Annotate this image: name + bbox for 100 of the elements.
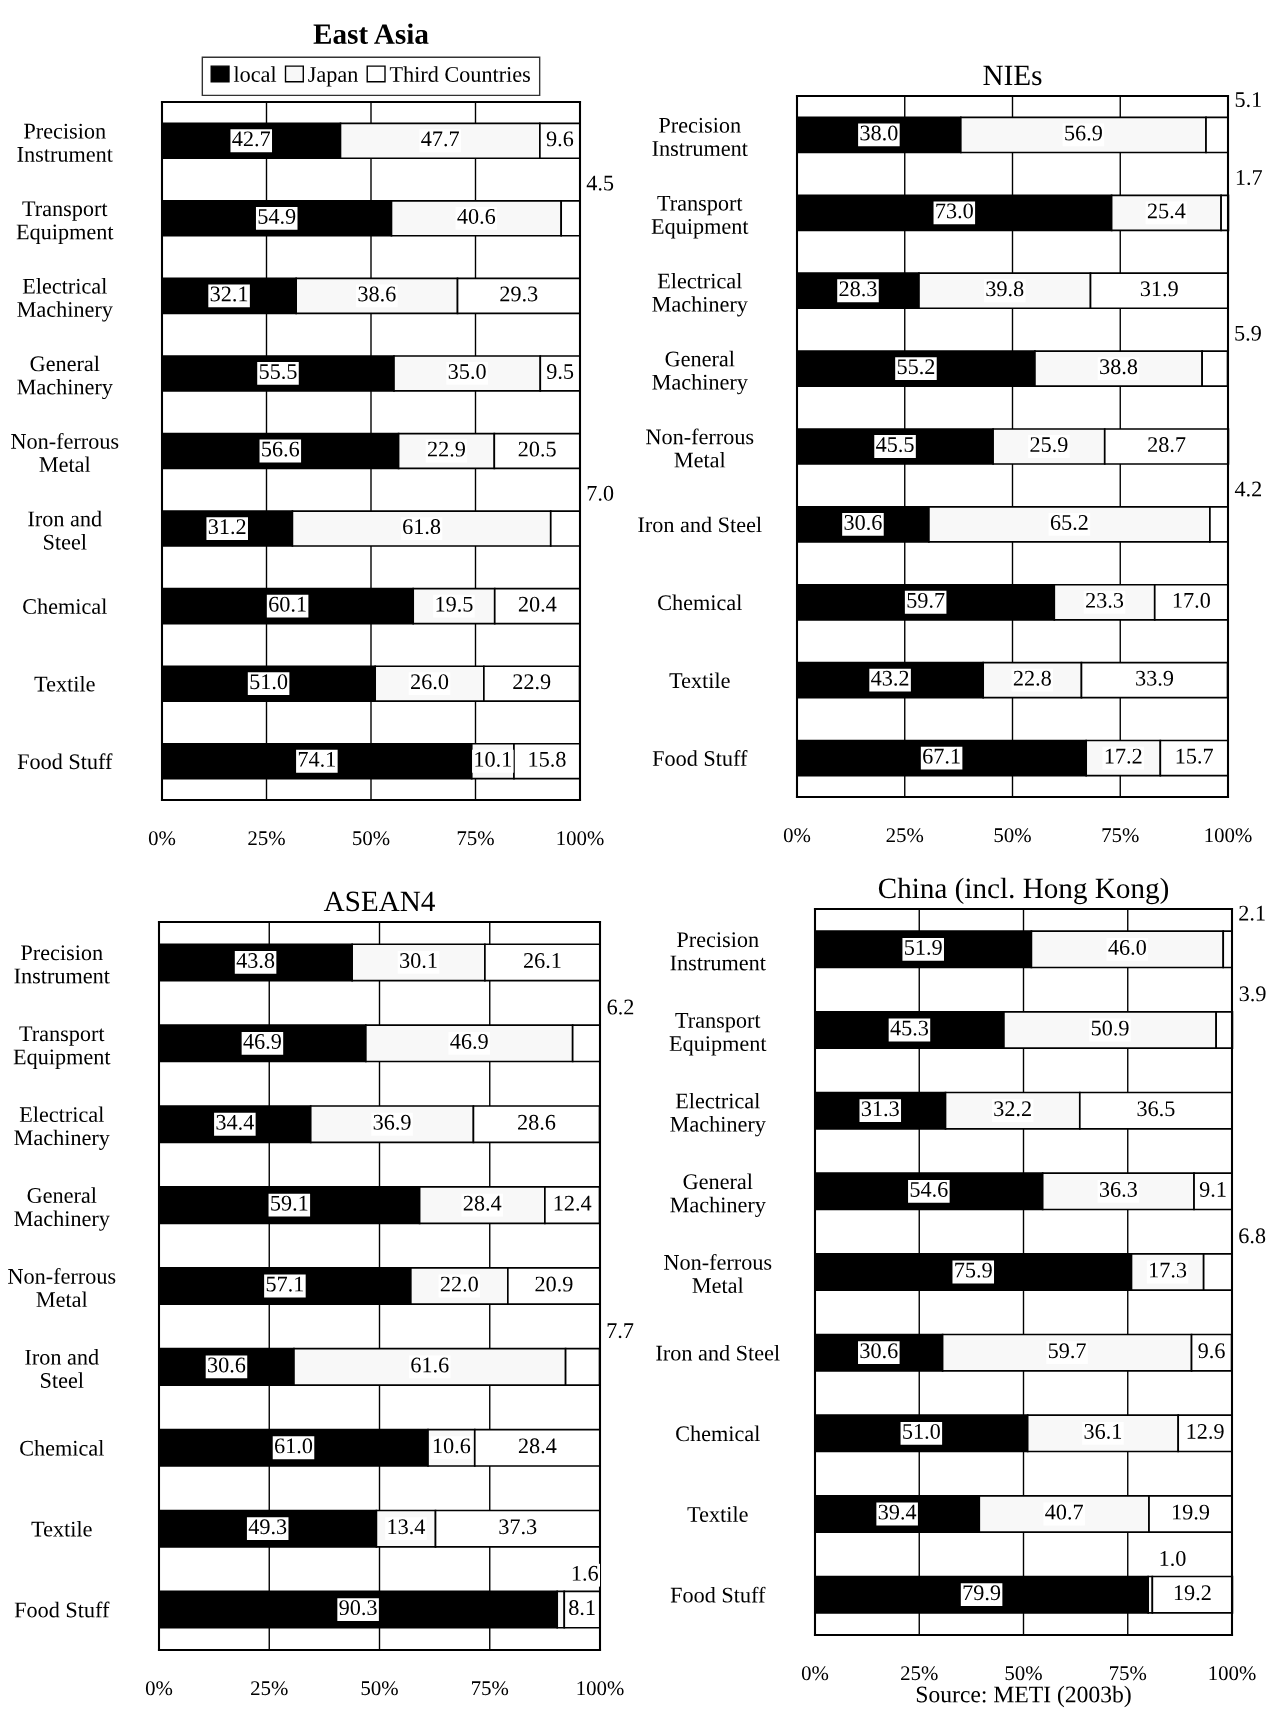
data-label: 36.9 [373,1114,411,1130]
data-label: 59.7 [907,592,945,608]
chart-title: East Asia [313,23,429,44]
chart-title: ASEAN4 [323,891,435,912]
data-label: 46.9 [450,1033,488,1049]
data-label: 30.6 [860,1343,898,1359]
y-tick-label: Iron and Steel [638,516,762,533]
x-tick-label: 50% [1005,1666,1042,1681]
data-label: 45.5 [876,437,914,453]
y-tick-label: Transport Equipment [13,1026,111,1069]
x-tick-label: 25% [251,1681,288,1696]
data-label: 54.6 [910,1181,948,1197]
x-tick-label: 25% [901,1666,938,1681]
data-label: 55.5 [259,364,297,380]
x-tick-label: 0% [145,1681,173,1696]
data-label: 56.9 [1065,125,1102,141]
data-label: 6.8 [1239,1228,1266,1244]
data-label: 22.9 [427,441,465,457]
data-label: 20.4 [518,596,557,612]
data-label: 5.1 [1235,92,1261,108]
data-label: 59.1 [271,1195,308,1211]
x-tick-label: 50% [353,831,390,846]
y-tick-label: Chemical [658,594,742,611]
data-label: 36.5 [1137,1101,1175,1117]
y-tick-label: Chemical [23,598,107,615]
data-label: 79.9 [963,1585,1001,1601]
data-label: 43.2 [871,670,909,686]
x-tick-label: 75% [472,1681,509,1696]
data-label: 10.6 [433,1438,471,1454]
legend-label: Third Countries [389,66,530,82]
x-tick-label: 100% [577,1681,624,1696]
data-label: 26.1 [523,953,561,969]
y-tick-label: General Machinery [14,1187,110,1231]
y-tick-label: Textile [687,1506,748,1522]
x-tick-label: 100% [1205,828,1252,843]
data-label: 9.1 [1199,1181,1226,1197]
y-tick-label: General Machinery [17,355,113,400]
data-label: 43.8 [236,953,275,969]
data-label: 20.5 [518,441,556,457]
data-label: 54.9 [258,208,296,224]
data-label: 19.2 [1174,1585,1211,1601]
y-tick-label: Food Stuff [652,750,748,766]
data-label: 30.1 [400,953,437,969]
data-label: 36.3 [1099,1181,1137,1197]
data-label: 73.0 [936,203,973,219]
y-tick-label: General Machinery [652,350,748,395]
source-note: Source: METI (2003b) [916,1685,1131,1708]
data-label: 1.7 [1236,170,1263,186]
data-label: 19.5 [436,596,473,612]
x-tick-label: 75% [1110,1666,1147,1681]
data-label: 1.0 [1160,1550,1186,1567]
y-tick-label: Chemical [20,1440,104,1456]
data-label: 6.2 [607,999,634,1015]
y-tick-label: Iron and Steel [25,1349,99,1388]
data-label: 39.8 [986,281,1024,297]
x-tick-label: 25% [248,831,285,846]
data-label: 26.0 [411,674,449,690]
data-label: 32.2 [994,1101,1031,1117]
y-tick-label: Precision Instrument [670,932,766,971]
data-label: 38.8 [1100,359,1138,375]
y-tick-label: Iron and Steel [656,1344,780,1361]
data-label: 4.2 [1234,481,1262,497]
data-label: 32.1 [210,286,248,302]
data-label: 36.1 [1084,1423,1122,1439]
data-label: 13.4 [388,1519,426,1535]
y-tick-label: Electrical Machinery [670,1092,766,1137]
legend-label: Japan [308,67,358,87]
data-label: 33.9 [1136,670,1174,686]
y-tick-label: Precision Instrument [14,945,110,984]
y-tick-label: Food Stuff [14,1601,110,1618]
data-label: 3.9 [1239,986,1266,1002]
data-label: 17.0 [1173,592,1210,608]
data-label: 25.9 [1030,437,1068,453]
data-label: 7.0 [587,485,614,501]
y-tick-label: Chemical [676,1425,760,1442]
data-label: 1.6 [572,1565,599,1581]
data-label: 34.4 [216,1114,254,1130]
data-label: 22.0 [440,1276,478,1292]
y-tick-label: Non-ferrous Metal [664,1253,772,1294]
data-label: 37.3 [499,1519,537,1535]
y-tick-label: Transport Equipment [651,195,749,239]
y-tick-label: Food Stuff [670,1586,766,1603]
data-label: 29.3 [500,286,538,302]
data-label: 46.9 [243,1033,281,1049]
x-tick-label: 100% [557,831,604,846]
data-label: 30.6 [844,514,882,531]
data-label: 17.3 [1150,1262,1187,1278]
y-tick-label: Textile [31,1520,92,1537]
data-label: 51.0 [250,674,288,690]
y-tick-label: Food Stuff [17,753,113,770]
y-tick-label: Precision Instrument [17,123,113,162]
chart-title: NIEs [983,65,1042,86]
y-tick-label: General Machinery [670,1173,766,1217]
x-tick-label: 75% [457,831,494,846]
data-label: 61.8 [403,519,441,535]
x-tick-label: 25% [886,828,924,843]
data-label: 35.0 [448,364,486,380]
data-label: 28.4 [518,1438,557,1454]
data-label: 9.6 [546,131,574,147]
data-label: 40.6 [457,208,496,224]
